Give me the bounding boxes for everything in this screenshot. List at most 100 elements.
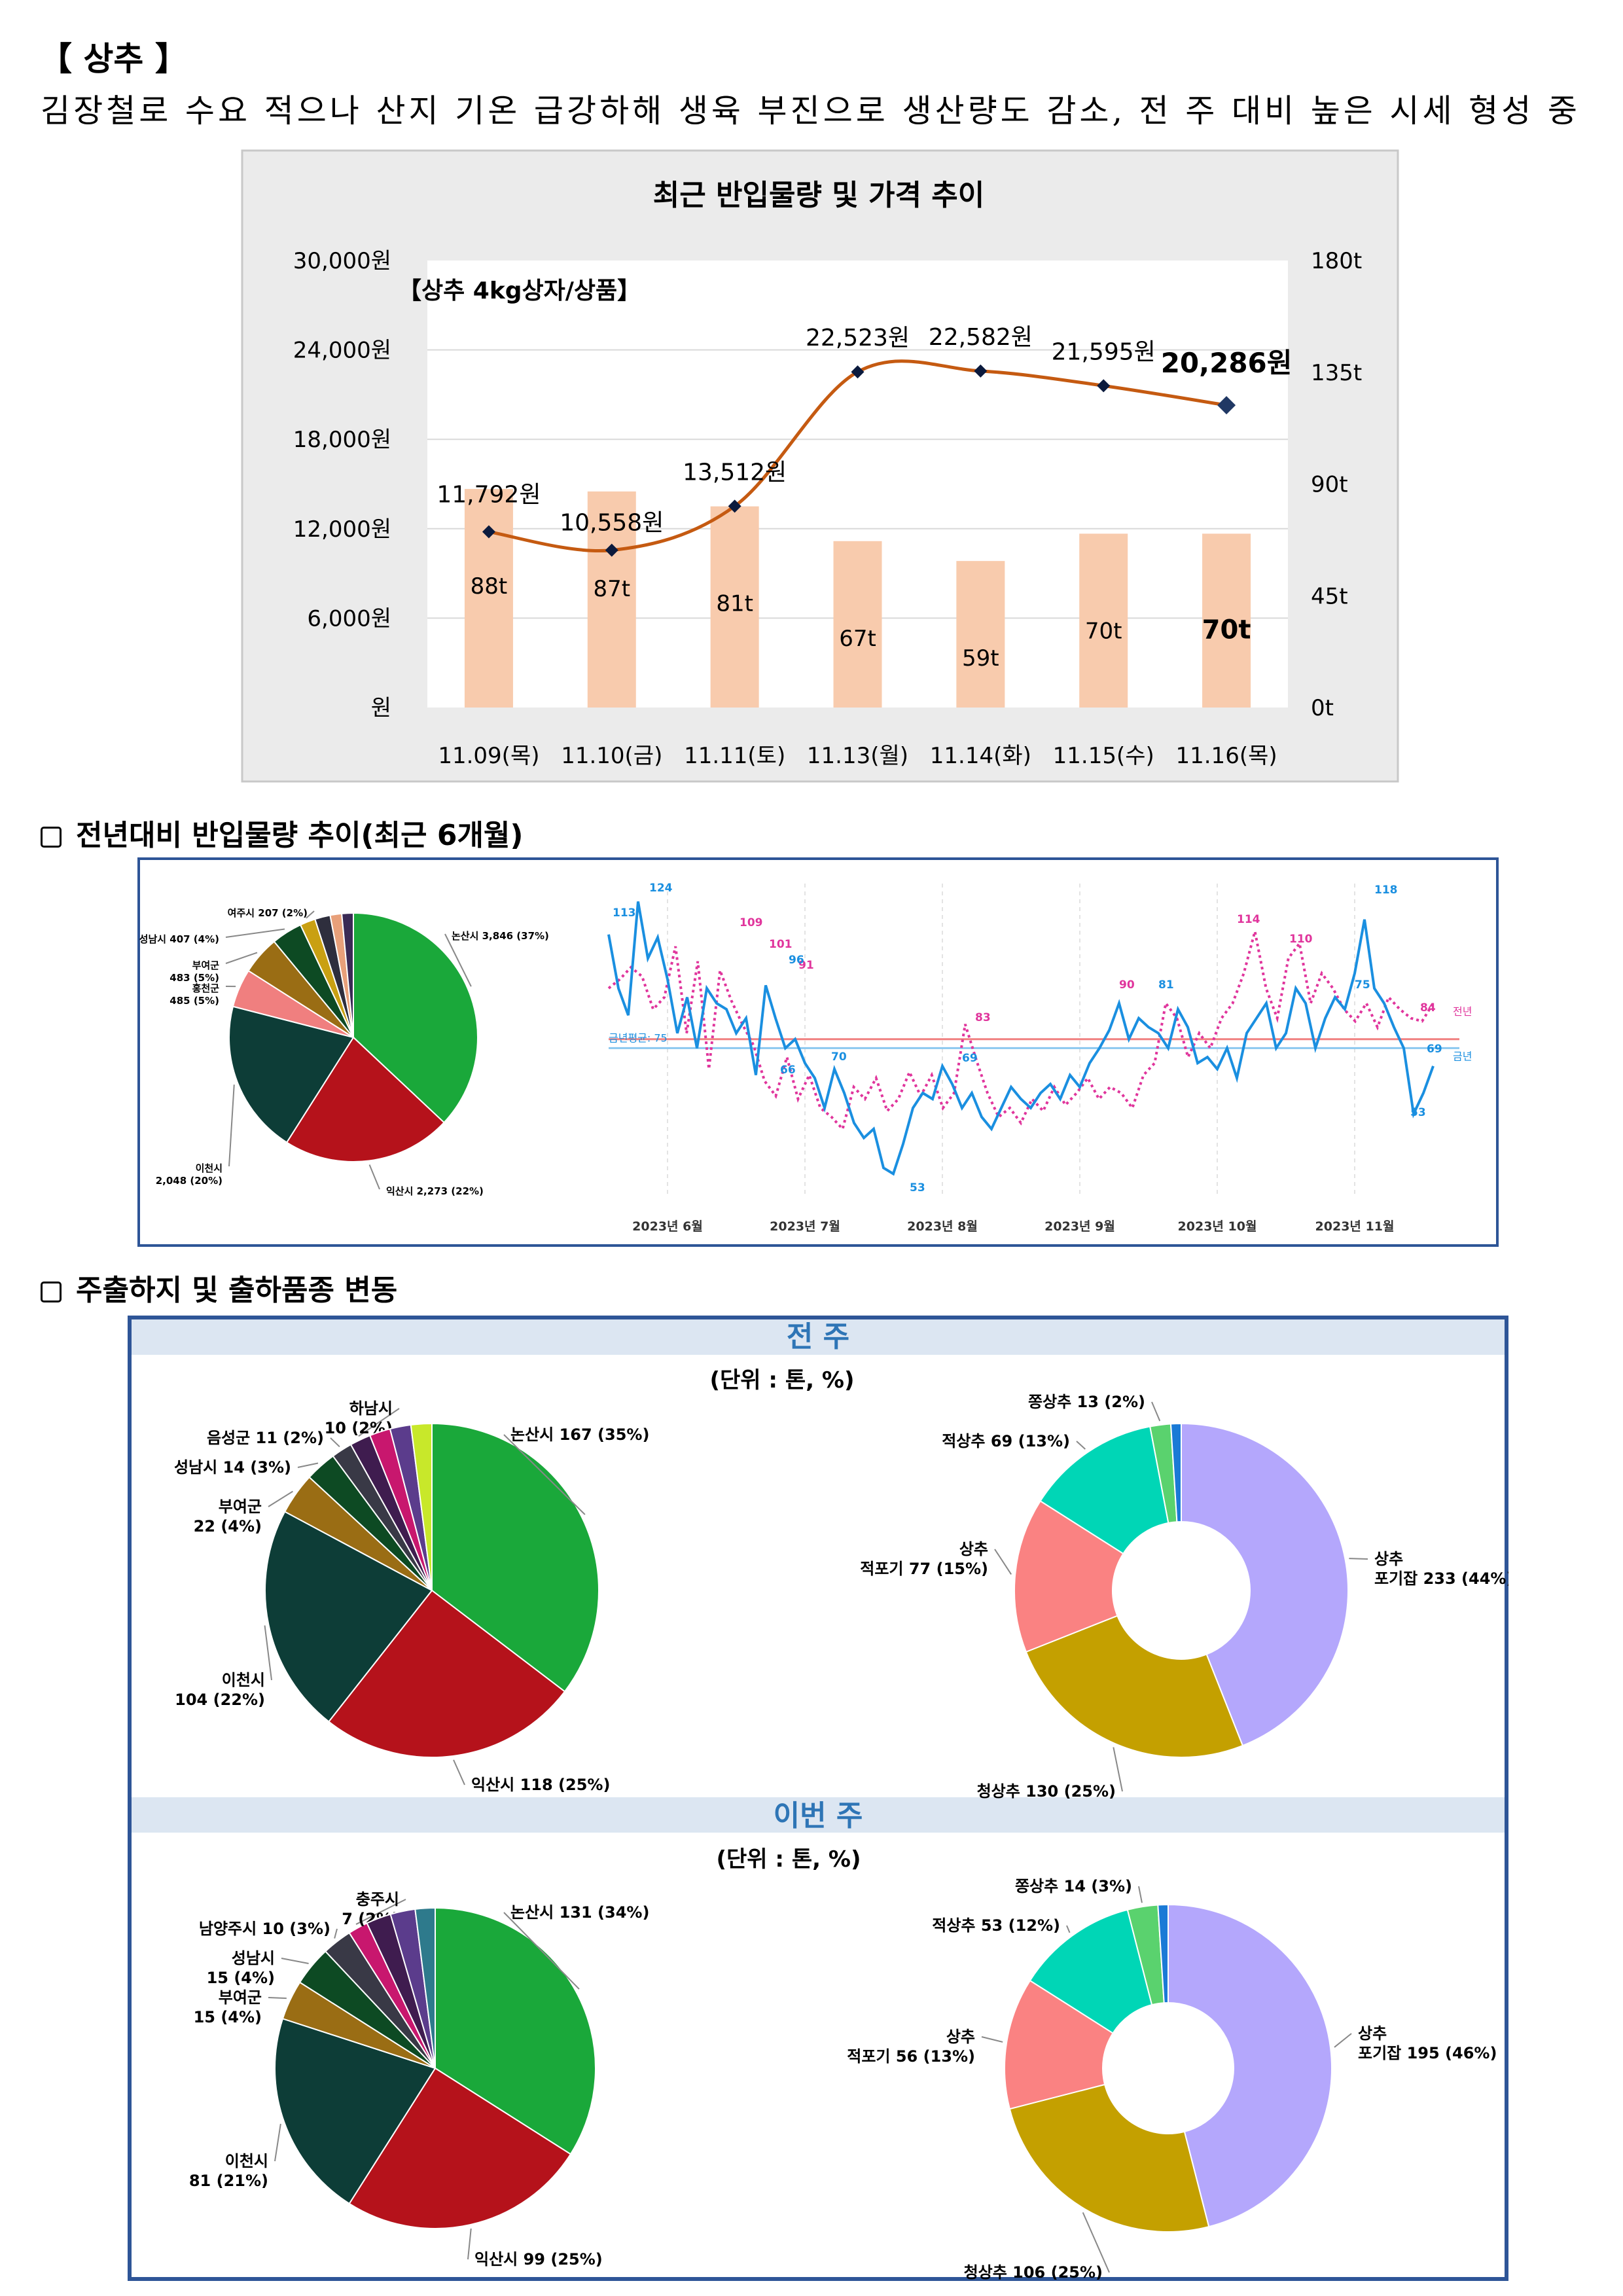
slice-label: 부여군 [192, 960, 220, 971]
slice-label: 상추 [1358, 2024, 1387, 2043]
value-annotation: 84 [1420, 1001, 1436, 1014]
volume-label: 59t [962, 645, 999, 672]
leader-line [503, 1434, 586, 1515]
section-origin-variety: 주출하지 및 출하품종 변동 [41, 1266, 397, 1308]
slice-label: 적상추 69 (13%) [942, 1432, 1070, 1450]
price-label: 11,792원 [437, 482, 541, 509]
pie-slice [228, 1005, 355, 1143]
leader-line [297, 1462, 319, 1468]
y-right-tick: 45t [1311, 583, 1348, 609]
slice-label: 적포기 56 (13%) [847, 2047, 975, 2066]
value-annotation: 101 [769, 938, 793, 951]
product-label: 【상추 4kg상자/상품】 [398, 278, 641, 304]
pie-slice [410, 1422, 433, 1591]
this-week-unit: (단위 : 톤, %) [716, 1846, 861, 1873]
volume-label: 70t [1202, 615, 1251, 645]
pie-slice [341, 912, 355, 1038]
value-annotation: 91 [798, 959, 814, 972]
price-volume-chart: 최근 반입물량 및 가격 추이 88t 87t 81t 67t 59t 70t 70t 11… [241, 149, 1399, 783]
volume-label: 70t [1085, 618, 1122, 644]
leader-line [268, 1490, 293, 1507]
leader-line [1349, 1558, 1368, 1560]
x-tick-label: 11.10(금) [561, 743, 662, 769]
legend-this-year: 금년 [1453, 1050, 1472, 1063]
pie-slice [327, 1589, 566, 1758]
y-left-tick: 12,000원 [293, 516, 391, 543]
y-right-tick: 180t [1311, 248, 1362, 274]
leader-line [358, 1408, 400, 1437]
leader-line [981, 2036, 1003, 2043]
y-left-tick: 원 [371, 695, 391, 721]
x-tick-label: 11.15(수) [1053, 743, 1154, 769]
leader-line [1066, 1925, 1071, 1933]
value-annotation: 69 [962, 1052, 978, 1065]
leader-line [281, 1958, 309, 1964]
pie-slice [353, 912, 478, 1124]
slice-label: 상추 [946, 2028, 975, 2046]
slice-label: 청상추 106 (25%) [964, 2263, 1103, 2281]
leader-line [334, 1928, 338, 1939]
slice-label: 이천시 [225, 2152, 268, 2170]
leader-line [225, 928, 285, 938]
price-marker [851, 365, 865, 379]
pie-slice [1004, 1979, 1114, 2110]
checkbox-icon [41, 1282, 62, 1302]
month-label: 2023년 10월 [1178, 1219, 1257, 1234]
month-label: 2023년 8월 [907, 1219, 978, 1234]
price-marker [728, 499, 741, 513]
price-label: 21,595원 [1052, 338, 1156, 365]
volume-bar [956, 561, 1005, 708]
value-annotation: 109 [740, 916, 763, 929]
pie-slice [1025, 1615, 1244, 1758]
pie-slice [285, 1036, 445, 1162]
slice-label: 음성군 11 (2%) [207, 1429, 324, 1447]
slice-label: 이천시 [196, 1162, 223, 1174]
slice-label: 15 (4%) [194, 2008, 262, 2026]
this-year-line [607, 901, 1435, 1176]
leader-line [1138, 1886, 1143, 1903]
value-annotation: 113 [613, 906, 636, 920]
pie-slice [1029, 1909, 1153, 2034]
slice-label: 홍천군 [192, 982, 220, 994]
leader-line [355, 1899, 406, 1925]
value-annotation: 53 [910, 1181, 925, 1194]
leader-line [330, 1437, 340, 1448]
slice-label: 논산시 3,846 (37%) [452, 930, 549, 942]
slice-label: 22 (4%) [194, 1517, 262, 1535]
slice-label: 남양주시 10 (3%) [199, 1920, 330, 1938]
volume-bar [1202, 533, 1251, 708]
pie-slice [1169, 1422, 1182, 1523]
slice-label: 쫑상추 14 (3%) [1015, 1877, 1132, 1895]
y-left-tick: 30,000원 [293, 248, 391, 274]
this-week-header: 이번 주 [774, 1799, 863, 1833]
month-label: 2023년 7월 [770, 1219, 840, 1234]
prev-week-header: 전 주 [787, 1320, 849, 1354]
month-label: 2023년 6월 [632, 1219, 703, 1234]
slice-label: 적포기 77 (15%) [860, 1560, 988, 1578]
volume-bar [587, 491, 636, 708]
price-label: 22,582원 [929, 324, 1033, 351]
last-year-line [607, 931, 1435, 1132]
pie-slice [1168, 1903, 1332, 2228]
slice-label: 익산시 99 (25%) [474, 2250, 603, 2269]
value-annotation: 81 [1158, 978, 1174, 992]
slice-label: 익산시 2,273 (22%) [386, 1185, 484, 1197]
leader-line [1113, 1747, 1123, 1792]
slice-label: 104 (22%) [175, 1691, 265, 1709]
leader-line [1151, 1401, 1161, 1422]
value-annotation: 110 [1289, 933, 1313, 946]
x-tick-label: 11.14(화) [930, 743, 1031, 769]
section-volume-trend: 전년대비 반입물량 추이(최근 6개월) [41, 812, 524, 853]
value-annotation: 83 [975, 1011, 991, 1024]
leader-line [264, 1625, 272, 1681]
slice-label: 성남시 14 (3%) [174, 1458, 291, 1477]
volume-label: 87t [593, 576, 630, 602]
pie-slice [1008, 2083, 1210, 2233]
leader-line [306, 910, 315, 919]
month-label: 2023년 9월 [1044, 1219, 1115, 1234]
slice-label: 부여군 [219, 1498, 262, 1516]
leader-line [1334, 2033, 1352, 2048]
page-heading: 【 상추 】 [39, 40, 188, 78]
slice-label: 485 (5%) [169, 995, 219, 1007]
